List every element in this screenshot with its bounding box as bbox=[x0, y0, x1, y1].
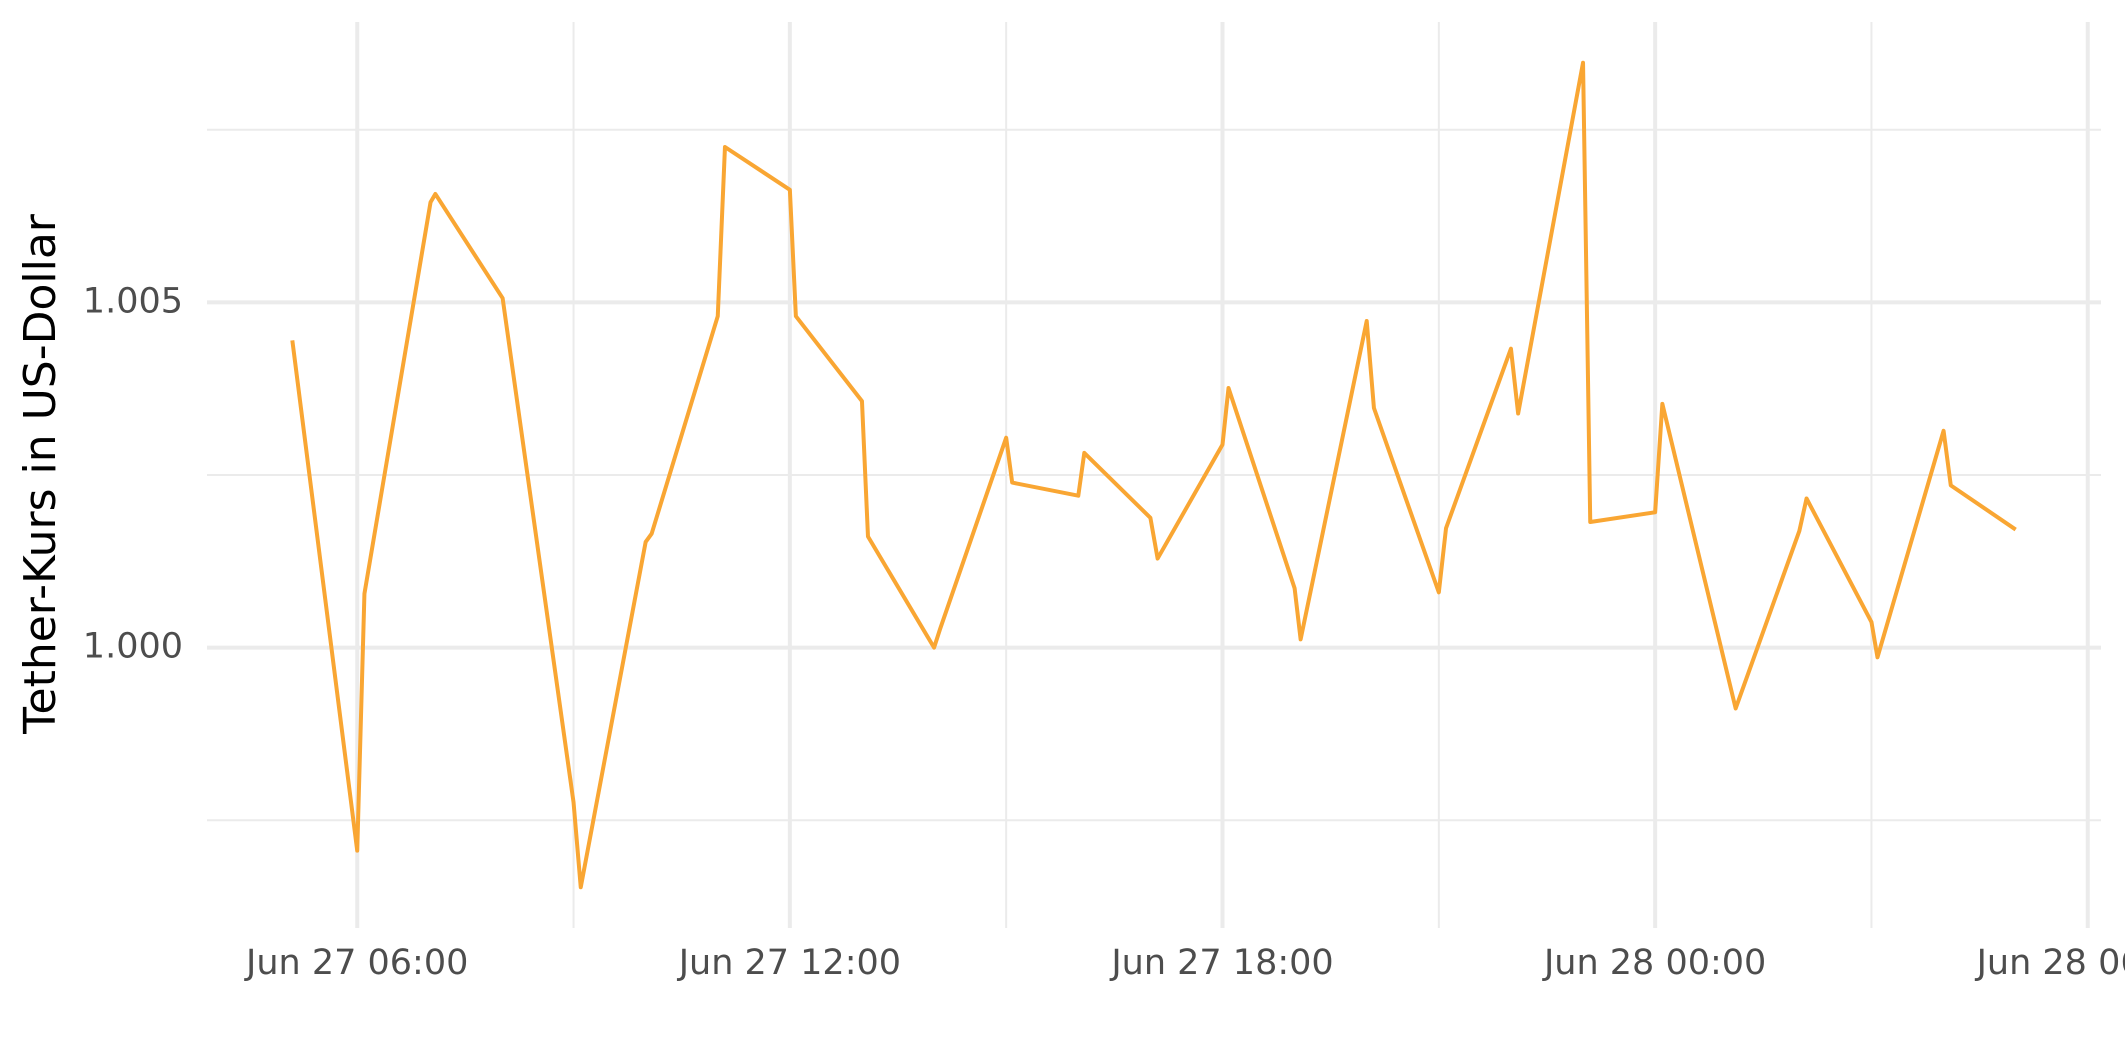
y-tick-label: 1.005 bbox=[83, 281, 183, 321]
x-tick-label: Jun 27 18:00 bbox=[1109, 943, 1333, 983]
x-tick-label: Jun 27 12:00 bbox=[677, 943, 901, 983]
x-tick-label: Jun 28 06:00 bbox=[1975, 943, 2125, 983]
y-axis-title: Tether-Kurs in US-Dollar bbox=[15, 213, 66, 735]
x-tick-label: Jun 27 06:00 bbox=[244, 943, 468, 983]
line bbox=[290, 60, 2017, 890]
y-tick-label: 1.000 bbox=[83, 627, 183, 667]
x-tick-label: Jun 28 00:00 bbox=[1542, 943, 1766, 983]
